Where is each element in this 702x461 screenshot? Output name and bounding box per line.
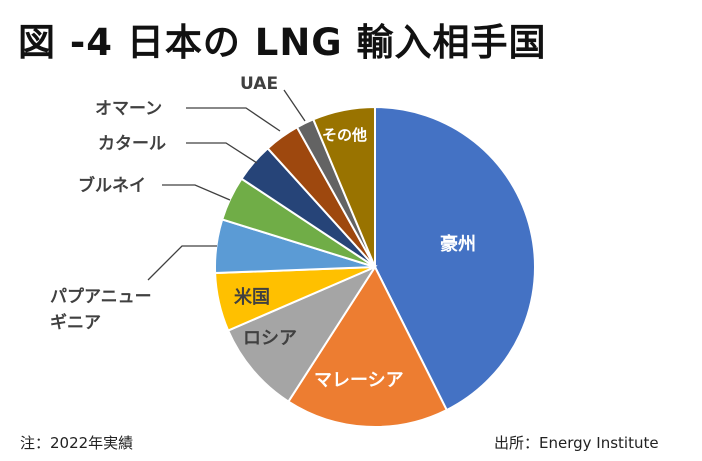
leader-line-qatar (186, 142, 258, 164)
leader-line-oman (186, 107, 281, 132)
pie-slice-0 (374, 105, 536, 412)
source-note: 出所：Energy Institute (494, 434, 659, 452)
footnote: 注：2022年実績 (20, 434, 134, 452)
leader-line-png (147, 245, 217, 281)
pie-slice-2 (226, 264, 378, 403)
label-png-line1: パプアニュー (50, 286, 152, 307)
label-png-line2: ギニア (50, 313, 101, 333)
label-brunei: ブルネイ (78, 175, 146, 196)
label-malaysia: マレーシア (314, 370, 404, 391)
label-russia: ロシア (243, 328, 297, 349)
label-others: その他 (322, 126, 367, 144)
label-qatar: カタール (98, 134, 166, 154)
pie-slice-1 (287, 264, 449, 428)
pie-slice-9 (311, 105, 376, 268)
label-oman: オマーン (95, 99, 162, 119)
label-usa: 米国 (234, 286, 270, 308)
chart-title: 図 -4 日本の LNG 輸入相手国 (18, 21, 547, 64)
label-australia: 豪州 (440, 233, 476, 255)
leader-line-uae (283, 89, 306, 122)
leader-line-brunei (162, 184, 231, 201)
label-uae: UAE (240, 74, 278, 94)
